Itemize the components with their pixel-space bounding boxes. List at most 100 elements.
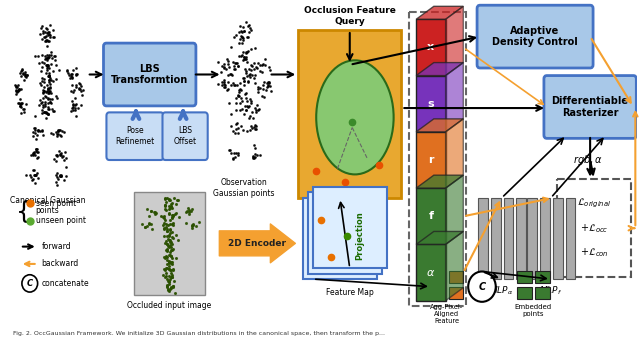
Point — [51, 76, 61, 82]
Point — [265, 67, 275, 73]
Point — [33, 150, 43, 155]
Point — [165, 274, 175, 280]
Point — [51, 129, 61, 135]
Point — [242, 34, 252, 39]
Point — [166, 261, 177, 267]
Bar — [566, 198, 575, 279]
Point — [12, 88, 22, 94]
Point — [246, 126, 257, 131]
Point — [64, 73, 74, 78]
Point — [233, 125, 243, 131]
Text: Canonical Gaussian
points: Canonical Gaussian points — [10, 196, 85, 215]
Point — [47, 97, 57, 102]
Point — [238, 75, 248, 80]
Point — [250, 81, 260, 86]
Point — [44, 77, 54, 83]
Point — [29, 172, 40, 178]
Point — [164, 267, 175, 272]
Point — [62, 68, 72, 74]
Point — [35, 80, 45, 85]
Point — [38, 90, 49, 96]
Point — [265, 83, 275, 89]
Point — [39, 89, 49, 94]
Text: unseen point: unseen point — [36, 216, 86, 225]
Point — [162, 241, 172, 247]
Text: Occlusion Feature
Query: Occlusion Feature Query — [304, 6, 396, 26]
Point — [166, 205, 176, 210]
Point — [226, 44, 236, 50]
Point — [37, 128, 47, 134]
Point — [242, 73, 252, 79]
Point — [241, 56, 251, 62]
Point — [245, 127, 255, 133]
Point — [160, 207, 170, 212]
Point — [250, 126, 260, 132]
Point — [37, 59, 47, 65]
Point — [33, 54, 44, 59]
Point — [71, 84, 81, 89]
Point — [48, 108, 58, 113]
Point — [150, 209, 160, 215]
Point — [40, 37, 51, 42]
Point — [44, 53, 54, 58]
Text: Pose
Refinemet: Pose Refinemet — [115, 126, 155, 146]
Point — [142, 207, 152, 212]
Point — [238, 49, 248, 54]
Text: $MLP_{\alpha}$: $MLP_{\alpha}$ — [490, 285, 514, 297]
Point — [28, 152, 38, 157]
Bar — [416, 188, 445, 244]
Point — [234, 53, 244, 58]
Text: Projection: Projection — [356, 211, 365, 260]
Point — [228, 80, 239, 86]
Point — [250, 107, 260, 113]
Point — [245, 25, 255, 30]
Point — [144, 222, 154, 227]
Point — [230, 151, 241, 156]
Point — [48, 35, 58, 40]
Point — [44, 79, 54, 85]
Polygon shape — [416, 119, 463, 132]
Point — [12, 90, 22, 95]
Point — [161, 253, 171, 259]
Point — [223, 61, 233, 67]
Point — [71, 66, 81, 71]
Point — [164, 266, 174, 271]
Point — [239, 54, 249, 60]
Point — [42, 66, 52, 71]
Point — [52, 131, 63, 136]
Point — [36, 25, 46, 30]
Point — [219, 65, 229, 71]
Point — [235, 86, 245, 91]
Point — [63, 70, 73, 76]
Point — [38, 110, 49, 115]
Point — [228, 128, 238, 134]
Point — [55, 153, 65, 158]
FancyBboxPatch shape — [106, 113, 163, 160]
Point — [58, 153, 68, 159]
FancyBboxPatch shape — [163, 113, 208, 160]
Point — [44, 32, 54, 38]
Point — [259, 86, 269, 91]
Point — [161, 203, 171, 208]
Point — [43, 86, 53, 91]
Point — [163, 198, 173, 203]
Bar — [449, 272, 463, 284]
Point — [43, 101, 53, 106]
Circle shape — [22, 275, 38, 292]
Point — [65, 73, 76, 79]
Point — [164, 273, 174, 279]
Point — [168, 283, 178, 289]
Point — [31, 172, 42, 177]
Point — [40, 54, 51, 59]
Point — [53, 128, 63, 133]
Point — [235, 100, 245, 105]
Point — [180, 220, 191, 226]
Bar — [449, 287, 463, 299]
Bar — [431, 287, 445, 299]
Point — [12, 84, 22, 90]
Polygon shape — [445, 63, 463, 132]
Text: LBS
Offset: LBS Offset — [173, 126, 196, 146]
Point — [234, 40, 244, 45]
Point — [237, 29, 247, 35]
Point — [227, 72, 237, 78]
